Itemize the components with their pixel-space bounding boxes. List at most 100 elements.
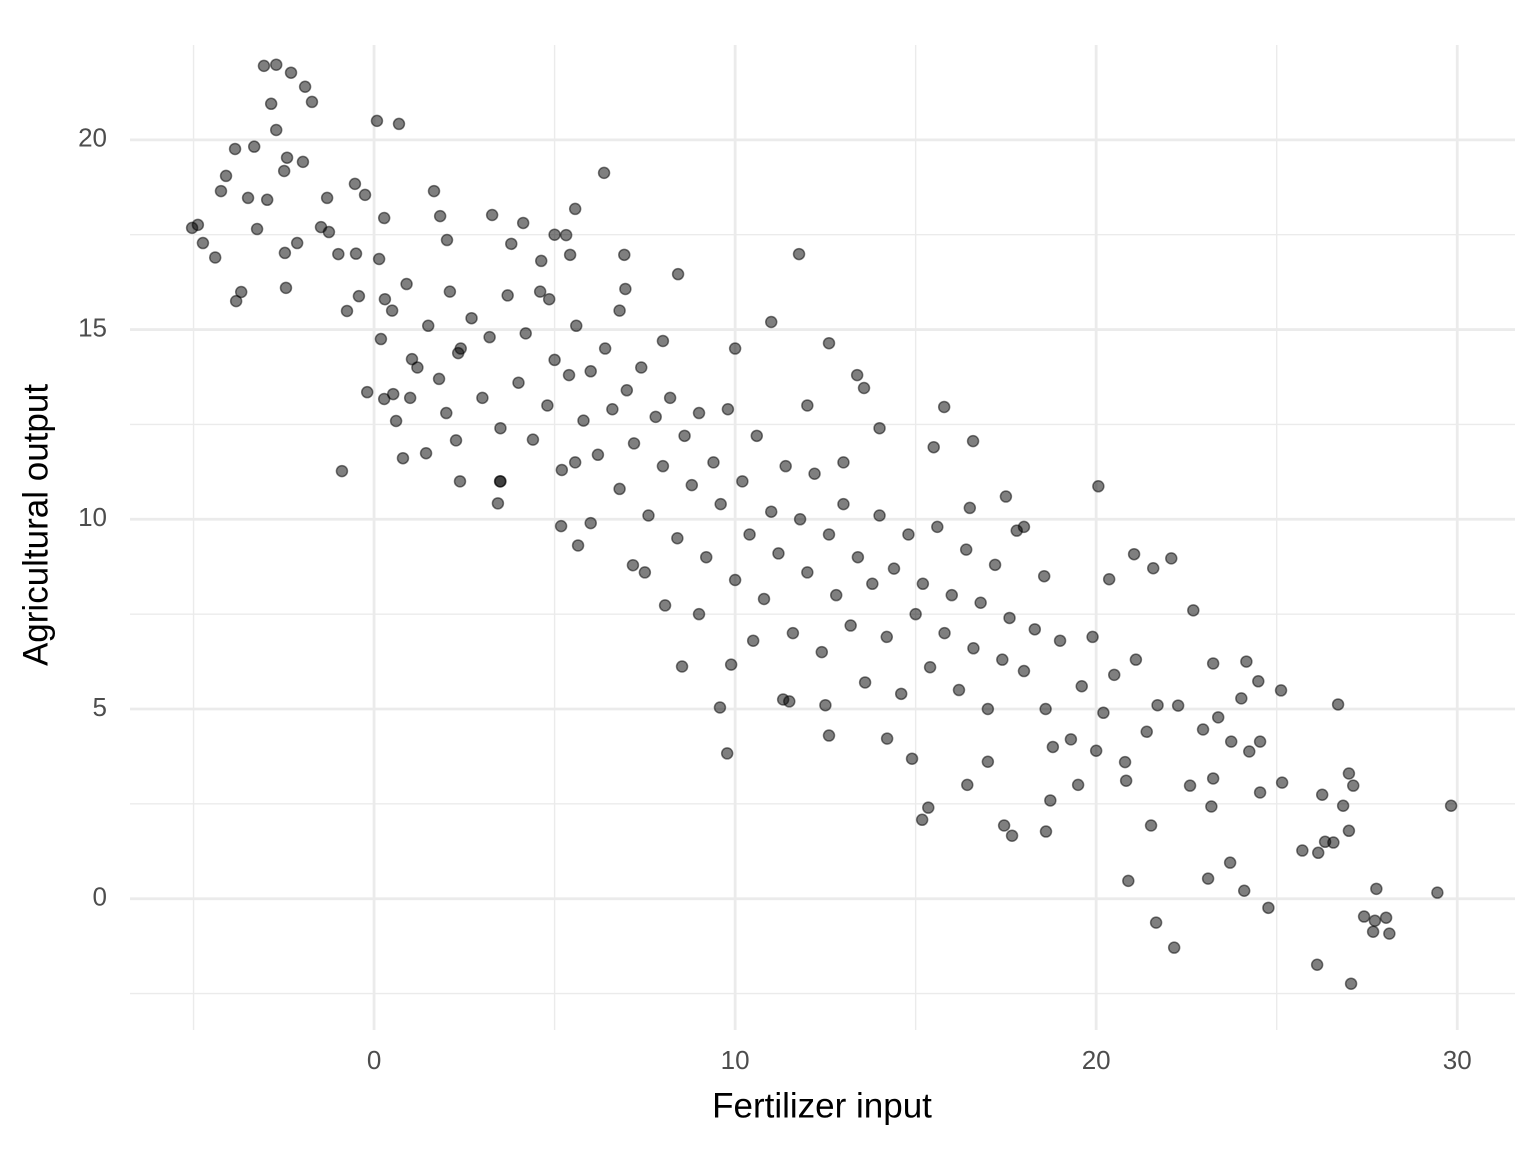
point xyxy=(1379,911,1393,924)
point xyxy=(296,155,310,169)
point xyxy=(1028,623,1042,636)
point xyxy=(440,233,454,247)
point xyxy=(1196,723,1210,736)
point xyxy=(819,698,832,712)
point xyxy=(541,399,554,412)
point xyxy=(485,208,499,222)
point xyxy=(1140,725,1153,739)
point xyxy=(736,475,749,488)
point xyxy=(1165,552,1178,565)
point xyxy=(505,237,518,251)
point xyxy=(568,456,582,469)
point xyxy=(658,599,672,612)
point xyxy=(945,588,959,602)
point xyxy=(959,543,973,556)
point xyxy=(554,519,568,533)
point xyxy=(1097,706,1110,720)
point xyxy=(349,247,363,260)
point xyxy=(597,166,611,180)
point xyxy=(619,282,632,296)
point xyxy=(1296,844,1309,857)
point xyxy=(332,247,345,261)
point xyxy=(663,391,677,405)
point xyxy=(1005,829,1019,842)
point xyxy=(1127,547,1141,561)
point xyxy=(808,467,821,481)
point xyxy=(411,361,424,374)
y-tick-label: 15 xyxy=(78,312,107,342)
point xyxy=(403,391,417,405)
point xyxy=(1331,698,1345,711)
point xyxy=(280,151,294,164)
point xyxy=(1357,910,1371,923)
point xyxy=(618,248,631,262)
point xyxy=(208,251,222,264)
point xyxy=(887,562,901,575)
point xyxy=(378,292,392,306)
point xyxy=(419,447,433,460)
y-tick-label: 20 xyxy=(78,123,107,153)
point xyxy=(443,285,457,298)
point xyxy=(219,169,233,183)
point xyxy=(320,191,334,205)
point xyxy=(1243,745,1256,758)
y-axis-title: Agricultural output xyxy=(16,384,55,666)
point xyxy=(915,813,929,827)
point xyxy=(214,184,228,198)
point xyxy=(1053,634,1067,647)
point xyxy=(1017,664,1031,678)
point xyxy=(454,342,467,355)
point xyxy=(822,729,836,742)
point xyxy=(533,285,547,298)
point xyxy=(277,164,291,178)
point xyxy=(1144,819,1158,832)
point xyxy=(801,399,814,412)
point xyxy=(675,660,689,673)
point xyxy=(963,501,977,515)
point xyxy=(372,252,386,266)
point xyxy=(374,332,388,346)
point xyxy=(1346,779,1360,792)
point xyxy=(1167,941,1181,954)
point xyxy=(1315,788,1329,802)
point xyxy=(228,142,242,156)
point xyxy=(678,429,691,443)
point xyxy=(494,421,507,435)
point xyxy=(568,202,582,216)
point xyxy=(1183,779,1197,792)
point xyxy=(707,456,720,469)
point xyxy=(1092,480,1105,493)
point xyxy=(1310,958,1324,971)
point xyxy=(746,634,760,647)
point xyxy=(822,528,836,541)
point xyxy=(1311,846,1325,860)
point xyxy=(548,353,561,367)
point xyxy=(1201,872,1215,885)
point xyxy=(491,497,505,510)
point xyxy=(1187,604,1200,617)
point xyxy=(713,701,727,714)
point xyxy=(250,222,264,236)
point xyxy=(1146,561,1160,575)
point xyxy=(1211,711,1225,724)
point xyxy=(988,558,1002,572)
point xyxy=(829,588,843,602)
point xyxy=(894,687,908,701)
point xyxy=(1240,655,1253,668)
point xyxy=(260,193,274,207)
point xyxy=(967,642,980,655)
point xyxy=(241,191,255,205)
point xyxy=(720,747,734,760)
point xyxy=(1235,692,1248,705)
point xyxy=(352,289,366,303)
point xyxy=(844,619,857,632)
x-tick-label: 10 xyxy=(721,1045,750,1075)
point xyxy=(385,304,399,317)
point xyxy=(427,184,441,198)
y-tick-label: 5 xyxy=(93,692,107,722)
point xyxy=(1107,668,1121,682)
point xyxy=(257,59,271,73)
point xyxy=(1370,882,1383,896)
point xyxy=(638,566,652,579)
